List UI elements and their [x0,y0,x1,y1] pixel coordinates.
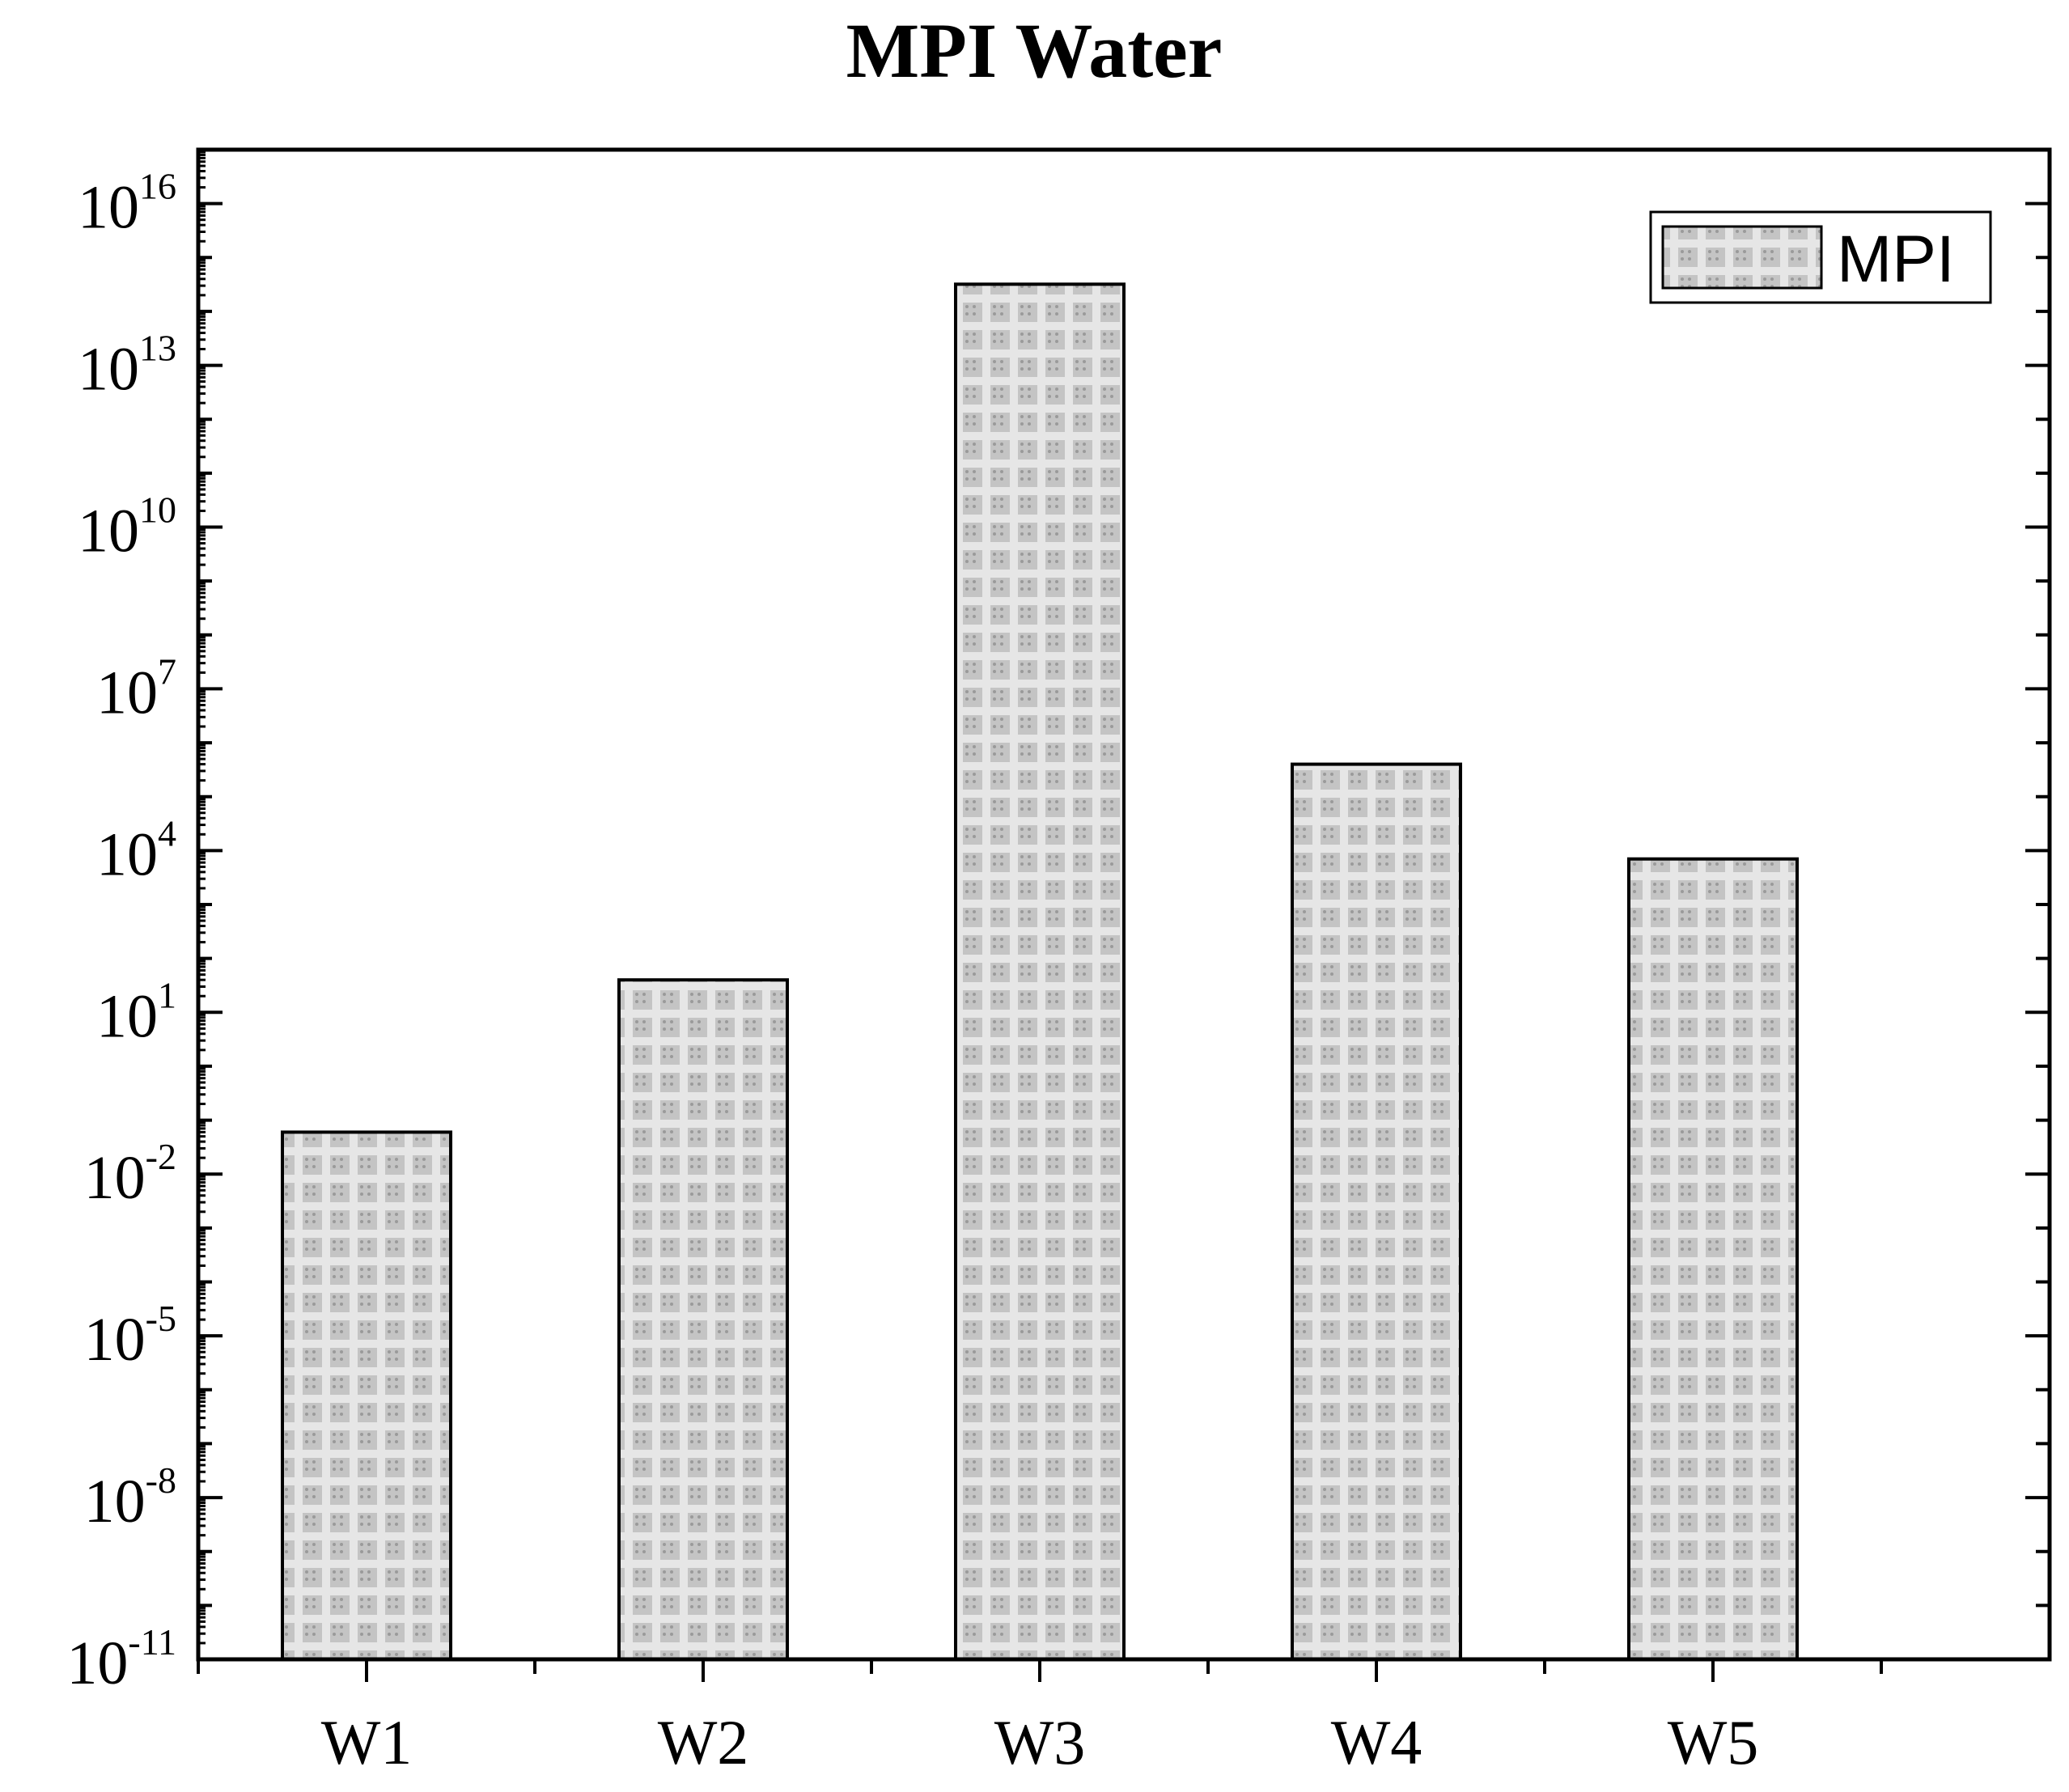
y-tick-label: 10-5 [84,1298,176,1374]
bar-w4 [1291,762,1462,1661]
y-tick-label: 101 [96,974,176,1050]
y-axis: 10-11 10-8 10-5 10-2 101 104 107 1010 1013 1016 [66,148,2050,1697]
bars-group [281,282,1799,1661]
y-tick-label: 10-2 [84,1136,176,1212]
y-tick-label: 10-8 [84,1459,176,1536]
x-tick-label-w1: W1 [321,1707,413,1777]
x-axis: W1 W2 W3 W4 W5 [197,1659,1883,1777]
y-tick-label: 1016 [78,166,176,242]
plot-frame [196,147,2052,1662]
y-tick-label: 104 [96,812,176,888]
legend-label-mpi: MPI [1837,222,1955,296]
bar-w2 [617,978,789,1661]
y-tick-label: 107 [96,650,176,727]
chart-title: MPI Water [846,7,1223,94]
y-tick-label: 10-11 [66,1621,176,1697]
y-tick-label: 1013 [78,328,176,404]
x-tick-label-w4: W4 [1331,1707,1422,1777]
bar-w5 [1627,857,1799,1661]
legend: MPI [1649,210,1992,304]
legend-swatch [1661,225,1823,290]
bar-w3 [954,282,1126,1661]
x-tick-label-w2: W2 [658,1707,749,1777]
y-tick-label: 1010 [78,489,176,566]
bar-w1 [281,1130,452,1661]
x-tick-label-w3: W3 [994,1707,1086,1777]
x-tick-label-w5: W5 [1668,1707,1759,1777]
